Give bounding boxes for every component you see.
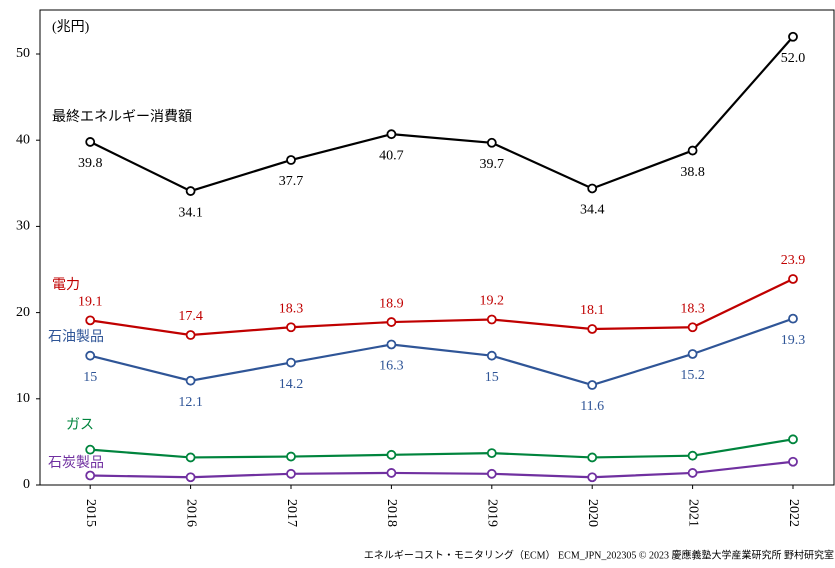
point [286, 322, 296, 333]
point [185, 452, 196, 463]
point [185, 186, 196, 196]
point [185, 375, 196, 386]
series-line [90, 438, 794, 459]
point [286, 451, 296, 462]
data-label: 38.8 [680, 165, 705, 180]
plot-frame [39, 9, 835, 486]
series-label: 石炭製品 [48, 455, 104, 471]
y-tick-label: 30 [16, 219, 30, 234]
data-label: 23.9 [781, 253, 806, 268]
y-tick-label: 0 [23, 477, 30, 492]
data-label: 16.3 [379, 359, 404, 374]
point [788, 456, 798, 467]
y-tick-label: 40 [16, 132, 30, 147]
data-label: 39.7 [480, 157, 505, 172]
data-label: 52.0 [781, 51, 806, 66]
point [85, 470, 96, 481]
point [185, 330, 196, 340]
point [185, 472, 196, 483]
point [687, 322, 698, 333]
point [788, 274, 798, 284]
series-line [90, 277, 794, 337]
point [486, 468, 497, 479]
x-tick-label: 2022 [786, 499, 801, 527]
series-label: 最終エネルギー消費額 [52, 109, 192, 125]
point [587, 183, 598, 194]
y-tick-label: 10 [16, 391, 30, 406]
point [587, 452, 598, 463]
point [788, 434, 798, 445]
point [386, 449, 397, 460]
point [85, 315, 96, 326]
unit-label: (兆円) [52, 19, 90, 35]
x-tick-label: 2021 [685, 499, 700, 527]
data-label: 18.3 [680, 301, 705, 316]
data-label: 11.6 [580, 399, 604, 414]
point [687, 450, 698, 461]
series-label: 石油製品 [48, 329, 104, 345]
point [386, 129, 397, 140]
point [486, 350, 497, 361]
data-label: 19.2 [480, 294, 505, 309]
x-tick-label: 2017 [284, 499, 299, 527]
x-tick-label: 2019 [485, 499, 500, 527]
point [386, 339, 397, 350]
x-tick-label: 2020 [585, 499, 600, 527]
data-label: 37.7 [279, 174, 304, 189]
series-line [89, 36, 794, 193]
data-label: 17.4 [178, 309, 203, 324]
x-tick-label: 2016 [183, 499, 198, 527]
data-label: 34.4 [580, 203, 605, 218]
data-label: 34.1 [178, 205, 203, 220]
point [286, 468, 296, 479]
series-line [90, 460, 794, 479]
point [788, 313, 798, 324]
series-label: 電力 [52, 277, 80, 293]
point [486, 137, 497, 148]
point [85, 350, 96, 361]
y-tick-label: 20 [16, 305, 30, 320]
data-label: 15 [83, 370, 97, 385]
data-label: 40.7 [379, 148, 404, 163]
data-label: 12.1 [178, 395, 203, 410]
x-tick-label: 2018 [384, 499, 399, 527]
point [286, 357, 296, 368]
data-label: 18.9 [379, 296, 404, 311]
source: エネルギーコスト・モニタリング（ECM） ECM_JPN_202305 © 20… [364, 548, 834, 561]
point [687, 468, 698, 478]
data-label: 19.1 [78, 295, 103, 310]
data-label: 15.2 [680, 368, 705, 383]
data-label: 15 [485, 370, 499, 385]
point [486, 448, 497, 459]
data-label: 39.8 [78, 156, 103, 171]
series-line [89, 317, 794, 387]
point [386, 468, 397, 478]
y-tick-label: 50 [16, 46, 30, 61]
point [85, 444, 96, 455]
point [85, 137, 96, 147]
data-label: 18.3 [279, 301, 304, 316]
point [587, 380, 598, 390]
point [687, 145, 698, 156]
data-label: 18.1 [580, 303, 605, 318]
series-label: ガス [66, 417, 94, 433]
point [386, 317, 397, 327]
point [788, 31, 798, 42]
point [286, 155, 296, 165]
x-tick-label: 2015 [83, 499, 98, 527]
point [486, 314, 497, 325]
point [587, 324, 598, 334]
point [587, 472, 598, 483]
data-label: 14.2 [279, 377, 304, 392]
data-label: 19.3 [781, 333, 806, 348]
point [687, 349, 698, 359]
